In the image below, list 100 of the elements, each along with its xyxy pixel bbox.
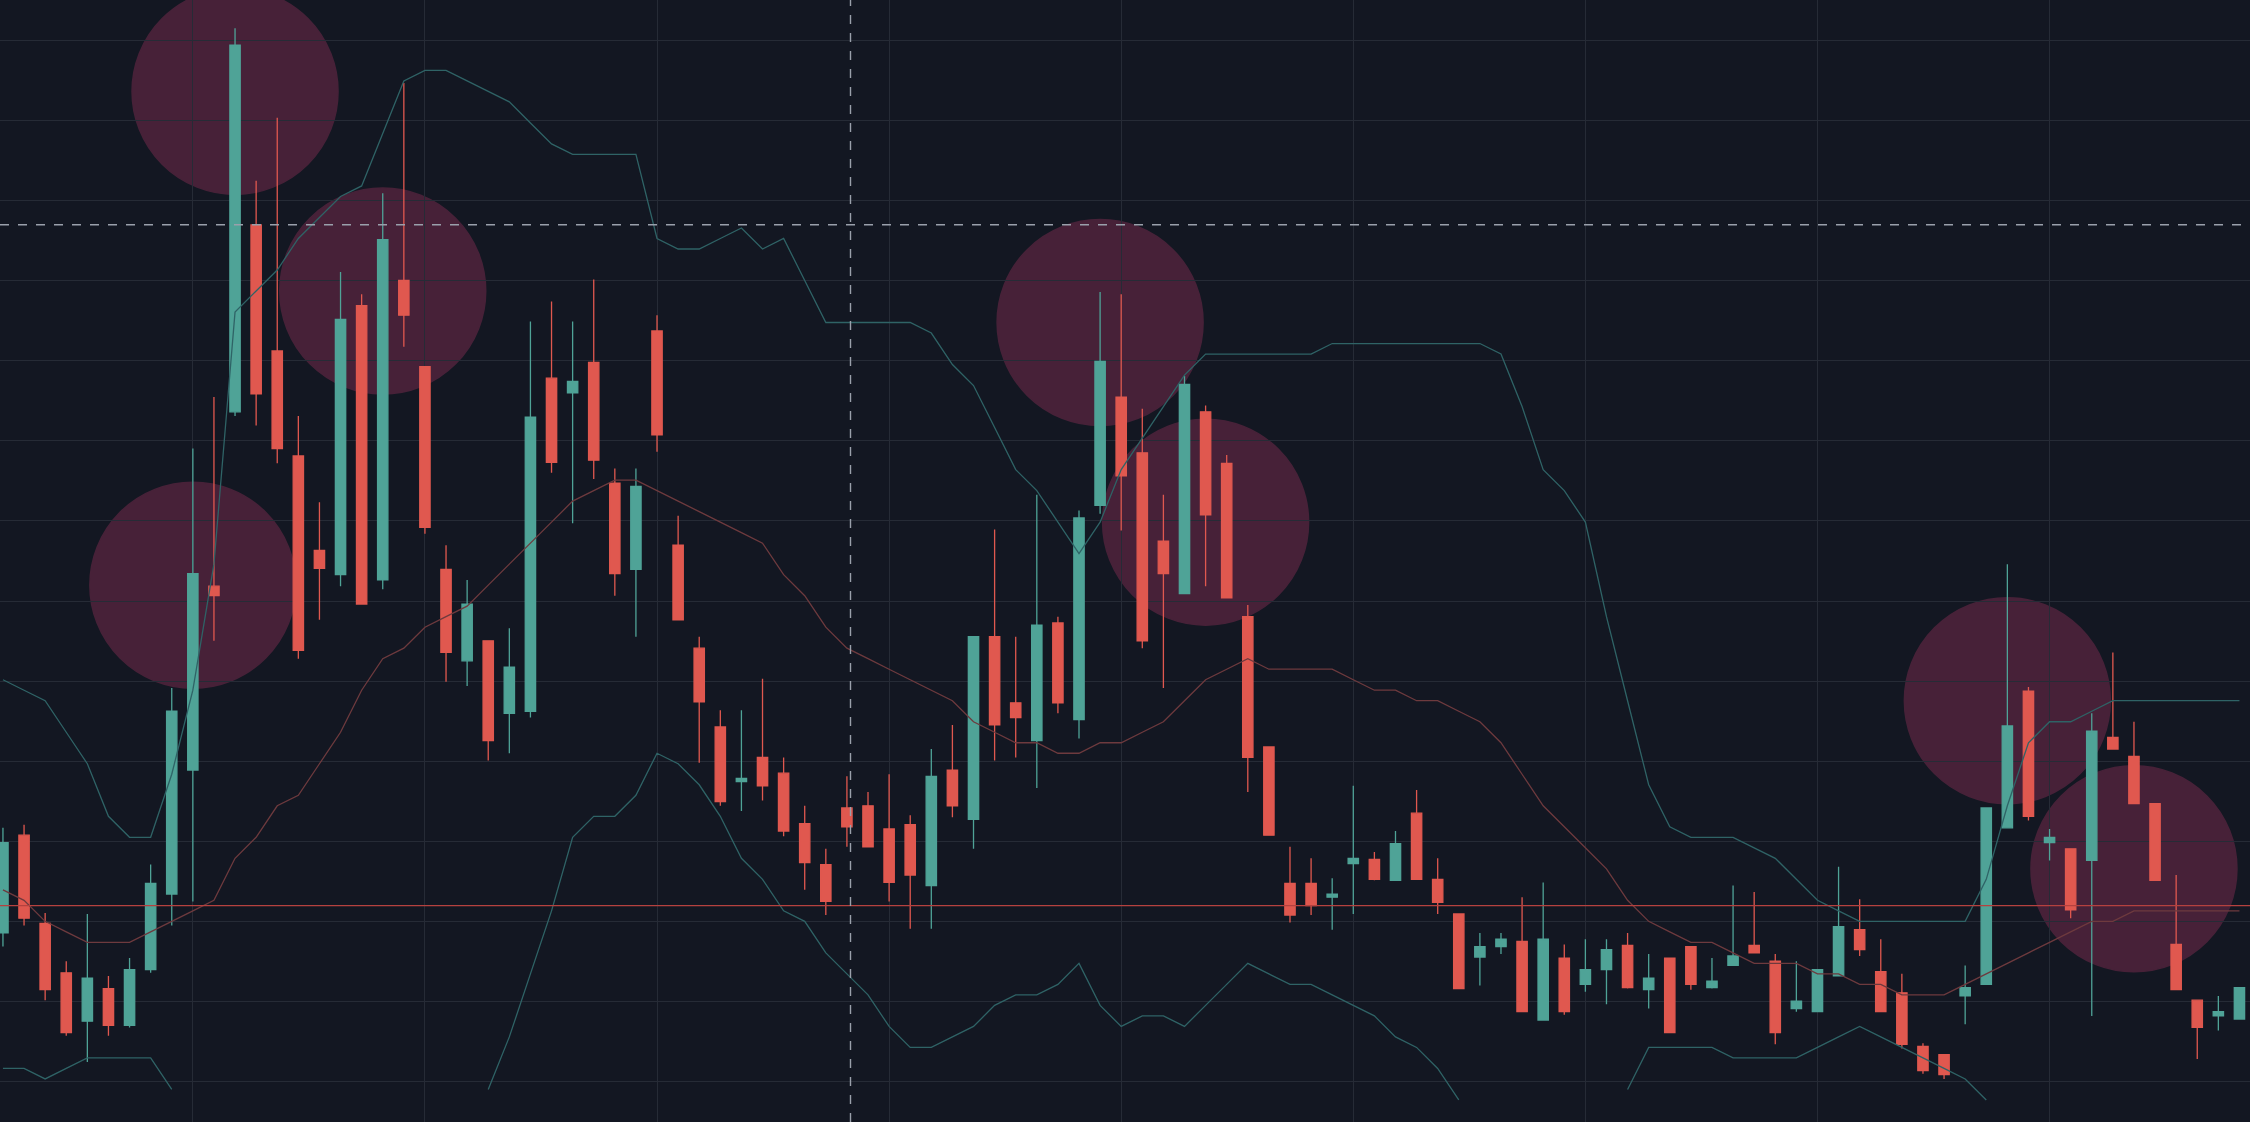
candlestick (566, 320, 579, 524)
candlestick (946, 724, 959, 818)
candlestick (883, 773, 895, 903)
candlestick (398, 82, 410, 348)
candlestick (1115, 293, 1128, 532)
candlestick (1558, 943, 1571, 1016)
candlestick (503, 627, 516, 754)
candlestick (609, 467, 621, 597)
candlestick (798, 805, 811, 891)
candlestick (440, 544, 452, 683)
candlestick (419, 366, 431, 535)
candlestick (60, 960, 73, 1037)
candlestick (1347, 785, 1360, 915)
candlestick (1136, 408, 1149, 649)
candlestick (482, 640, 495, 762)
candlestick (1052, 616, 1064, 714)
candlestick (292, 415, 305, 660)
candlestick (1157, 494, 1170, 689)
candlestick (1410, 789, 1423, 880)
candlestick (967, 635, 980, 850)
candlestick (1748, 891, 1760, 954)
candlestick (1685, 945, 1697, 991)
candlestick (1579, 938, 1592, 993)
candlestick (1241, 604, 1254, 793)
candlestick (1874, 938, 1887, 1013)
candlestick (1326, 877, 1339, 931)
candlestick (862, 791, 874, 848)
candlestick (841, 775, 853, 848)
candlestick (2001, 563, 2014, 829)
candlestick (1263, 746, 1275, 836)
candlestick (229, 27, 241, 417)
candlestick (1642, 953, 1655, 1010)
candlestick (250, 180, 262, 427)
candlestick (2107, 651, 2119, 750)
candlestick (820, 848, 832, 916)
candlestick (1853, 898, 1866, 957)
candlestick (777, 756, 790, 837)
candlestick (18, 824, 30, 927)
candlestick (1727, 884, 1739, 967)
candlestick (271, 117, 284, 464)
candlestick (1980, 807, 1993, 986)
candlestick (2149, 803, 2161, 882)
candlestick (461, 579, 473, 687)
candlestick (1431, 857, 1444, 915)
candlestick (1389, 830, 1402, 882)
candlestick (1896, 973, 1908, 1050)
candlestick (2170, 874, 2182, 991)
candlestick (735, 709, 748, 812)
candlestick (1790, 960, 1803, 1013)
candlestick (2085, 712, 2098, 1017)
candlestick (2212, 995, 2225, 1032)
candlestick (587, 278, 600, 480)
candlestick (1094, 291, 1106, 515)
candlestick (2128, 721, 2140, 805)
candlestick (208, 396, 220, 642)
candlestick (1832, 866, 1845, 977)
candlestick (904, 814, 917, 930)
candlestick (925, 748, 938, 930)
candlestick (693, 635, 706, 764)
candlestick (123, 957, 136, 1029)
candlestick (1199, 404, 1212, 587)
candlestick (1495, 932, 1507, 955)
point (996, 218, 1204, 427)
candlestick (376, 192, 389, 591)
candlestick (524, 320, 537, 719)
candlestick (81, 913, 94, 1063)
candlestick (1178, 375, 1191, 595)
candlestick (1917, 1042, 1929, 1075)
candlestick (672, 515, 684, 621)
candlestick (2233, 986, 2246, 1020)
candlestick (2043, 828, 2056, 862)
candlestick (1073, 509, 1085, 740)
candlestick (1220, 454, 1233, 599)
candlestick (1537, 881, 1549, 1021)
candlestick (630, 467, 642, 638)
candlestick (1368, 851, 1381, 882)
candlestick (1769, 953, 1782, 1045)
candlestick (1706, 957, 1718, 990)
candlestick (1452, 913, 1465, 990)
candlestick (1305, 857, 1317, 916)
candlestick (2064, 848, 2077, 919)
candlestick (988, 528, 1001, 762)
candlestick (1284, 846, 1296, 924)
candlestick (39, 912, 51, 1001)
candlestick (1030, 494, 1043, 789)
candlestick (1516, 896, 1528, 1013)
candlestick (1474, 932, 1486, 987)
candlestick (651, 314, 663, 453)
candlestick (144, 863, 157, 974)
candlestick (756, 678, 769, 802)
candlestick (313, 501, 326, 621)
candlestick (2022, 686, 2035, 822)
candlestick (1938, 1054, 1950, 1080)
candlestick (545, 300, 558, 474)
candlestick (355, 293, 368, 605)
candlestick (2191, 999, 2204, 1060)
candlestick (102, 975, 115, 1037)
point (2030, 765, 2238, 973)
point (1903, 596, 2112, 805)
candlestick (714, 709, 727, 807)
